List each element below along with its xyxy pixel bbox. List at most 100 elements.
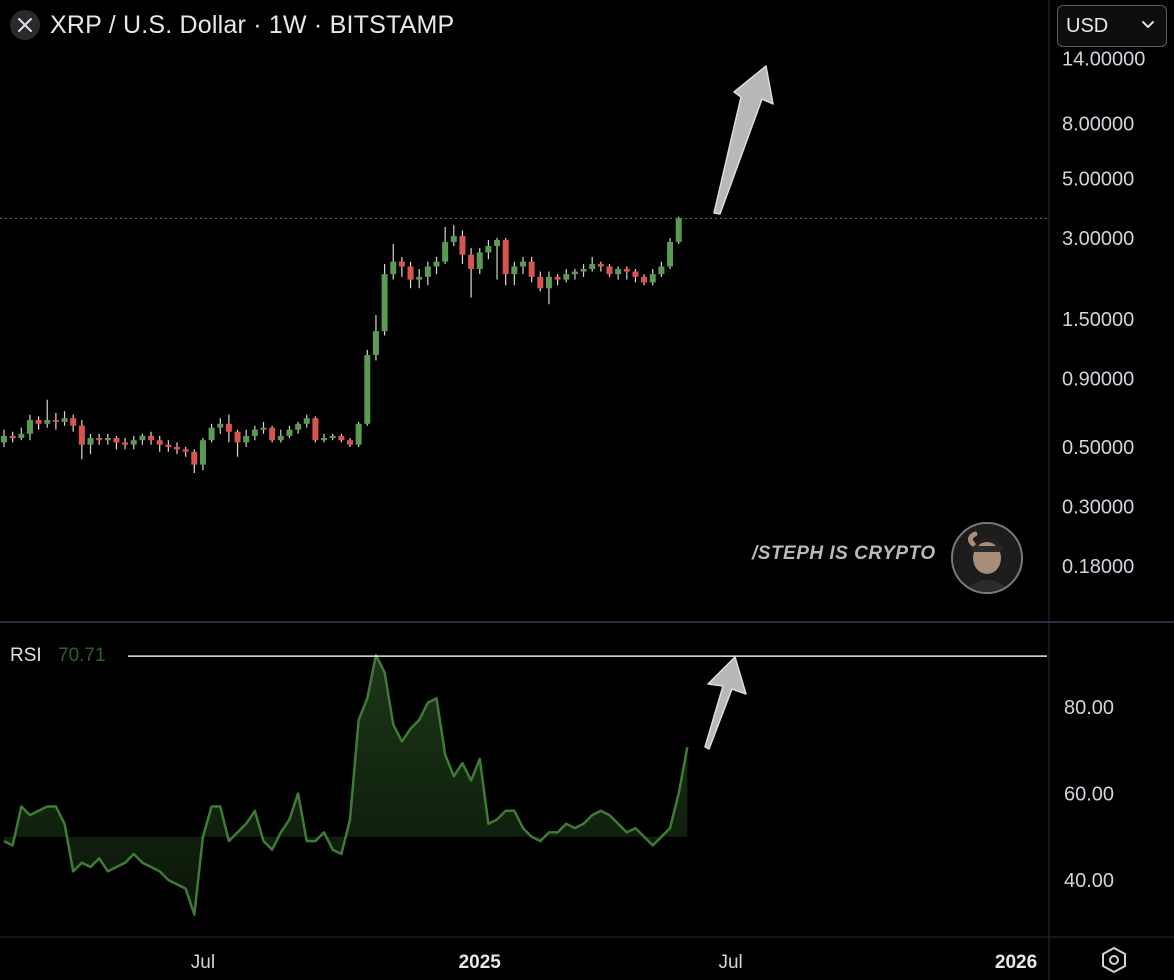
candle[interactable] <box>615 266 622 280</box>
candle[interactable] <box>520 256 526 275</box>
candle[interactable] <box>390 243 397 280</box>
candle[interactable] <box>312 416 319 443</box>
candle[interactable] <box>632 268 639 283</box>
candle[interactable] <box>667 238 674 269</box>
candle[interactable] <box>122 438 129 450</box>
candle[interactable] <box>70 414 77 432</box>
candle[interactable] <box>658 261 665 277</box>
candle[interactable] <box>442 226 449 265</box>
candle-body <box>364 355 371 424</box>
candle-body <box>424 266 431 277</box>
candle[interactable] <box>26 414 33 441</box>
candle[interactable] <box>18 427 25 441</box>
candle[interactable] <box>87 433 94 455</box>
candle[interactable] <box>35 416 42 430</box>
candle[interactable] <box>9 431 16 443</box>
settings-button[interactable] <box>1100 946 1128 974</box>
candle[interactable] <box>148 431 155 445</box>
candle[interactable] <box>347 438 353 447</box>
candle-body <box>511 266 518 275</box>
candle[interactable] <box>381 264 388 336</box>
candle[interactable] <box>251 425 258 441</box>
candle[interactable] <box>528 256 535 283</box>
candlestick-series[interactable] <box>1 216 682 474</box>
candle[interactable] <box>243 429 250 447</box>
candle[interactable] <box>174 442 180 455</box>
candle[interactable] <box>511 261 518 286</box>
candle[interactable] <box>641 274 648 286</box>
candle[interactable] <box>44 399 51 428</box>
candle-body <box>1 435 7 443</box>
candle[interactable] <box>589 256 596 272</box>
candle[interactable] <box>321 433 328 443</box>
candle[interactable] <box>199 438 206 471</box>
candle-body <box>96 438 103 441</box>
candle[interactable] <box>52 412 59 430</box>
price-up-arrow <box>713 65 774 215</box>
candle[interactable] <box>217 418 224 434</box>
candle[interactable] <box>260 421 267 434</box>
close-button[interactable] <box>10 10 40 40</box>
candle-body <box>18 433 25 439</box>
candle[interactable] <box>372 315 379 361</box>
candle-body <box>390 261 397 275</box>
candle[interactable] <box>182 447 189 457</box>
candle[interactable] <box>502 238 509 286</box>
candle[interactable] <box>130 435 137 450</box>
candle-body <box>70 418 77 426</box>
candle[interactable] <box>295 421 302 434</box>
candle[interactable] <box>545 271 552 305</box>
candle-body <box>580 268 587 272</box>
candle[interactable] <box>494 238 501 280</box>
price-tick-label: 0.30000 <box>1062 497 1134 519</box>
candle[interactable] <box>476 248 483 275</box>
price-tick-label: 8.00000 <box>1062 114 1134 136</box>
candle[interactable] <box>234 429 241 457</box>
rsi-line[interactable] <box>3 653 689 916</box>
candle[interactable] <box>623 266 630 280</box>
candle[interactable] <box>225 414 232 443</box>
candle[interactable] <box>398 256 405 277</box>
candle[interactable] <box>303 414 310 428</box>
candle[interactable] <box>78 420 85 460</box>
candle[interactable] <box>571 268 578 280</box>
candle[interactable] <box>364 349 371 426</box>
candle[interactable] <box>1 429 7 447</box>
candle[interactable] <box>554 274 561 286</box>
candle[interactable] <box>485 239 492 260</box>
candle[interactable] <box>450 225 457 247</box>
candle[interactable] <box>355 421 362 447</box>
candle[interactable] <box>104 433 111 445</box>
candle[interactable] <box>649 268 656 286</box>
candle[interactable] <box>597 261 604 272</box>
candle[interactable] <box>563 268 570 283</box>
rsi-line-series[interactable] <box>3 653 689 916</box>
candle[interactable] <box>433 256 440 275</box>
candle[interactable] <box>61 411 68 426</box>
candle[interactable] <box>459 230 466 265</box>
candle[interactable] <box>269 425 276 443</box>
candle[interactable] <box>407 261 414 289</box>
candle[interactable] <box>113 435 120 450</box>
candle-body <box>113 438 120 443</box>
candle[interactable] <box>208 423 215 443</box>
candle[interactable] <box>165 440 172 452</box>
candle[interactable] <box>329 433 336 441</box>
candle[interactable] <box>537 271 544 292</box>
candle[interactable] <box>416 268 423 289</box>
candle[interactable] <box>468 248 475 298</box>
candle[interactable] <box>286 425 293 439</box>
candle[interactable] <box>277 429 284 443</box>
candle[interactable] <box>96 433 103 445</box>
candle[interactable] <box>191 449 198 474</box>
candle[interactable] <box>675 216 682 244</box>
candle[interactable] <box>338 433 345 443</box>
price-tick-label: 0.50000 <box>1062 437 1134 459</box>
candle[interactable] <box>139 433 146 445</box>
candle[interactable] <box>606 264 613 277</box>
candle[interactable] <box>424 261 431 286</box>
currency-select[interactable]: USD <box>1057 5 1167 47</box>
candle[interactable] <box>156 435 163 452</box>
candle-body <box>243 435 250 443</box>
candle[interactable] <box>580 264 587 277</box>
